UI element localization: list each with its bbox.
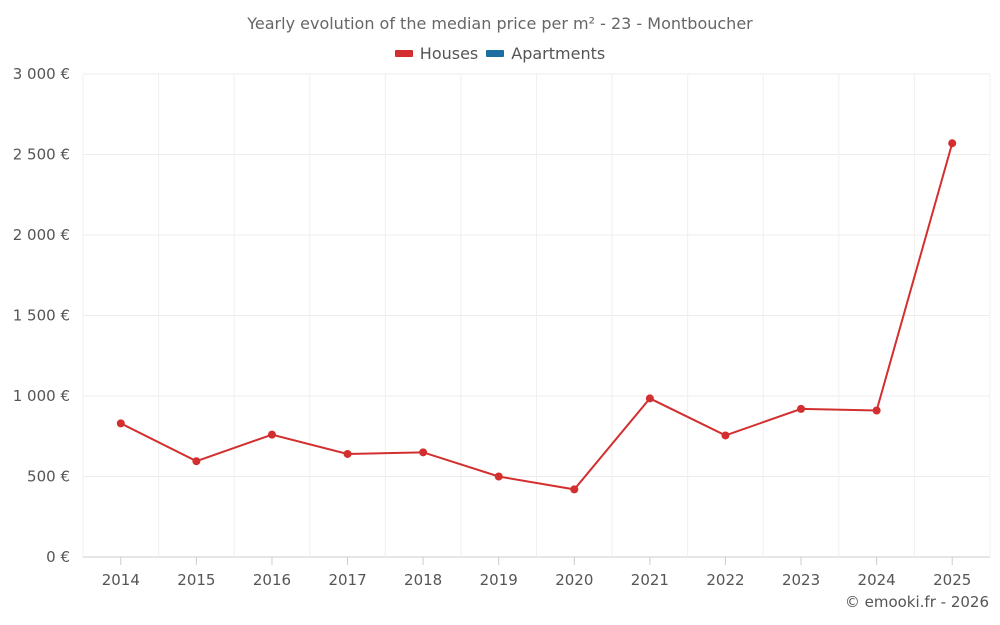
y-tick-label: 2 500 € [13,146,70,164]
y-tick-label: 0 € [46,548,70,566]
x-tick-label: 2017 [328,571,366,589]
credit-text: © emooki.fr - 2026 [844,593,989,611]
legend-swatch-houses [394,50,413,57]
x-tick-label: 2021 [631,571,669,589]
data-point-houses [494,472,503,481]
y-tick-label: 3 000 € [13,65,70,83]
legend-label-apartments: Apartments [511,44,606,63]
data-point-houses [343,449,352,458]
x-tick-label: 2024 [858,571,896,589]
data-point-houses [948,139,957,148]
x-tick-label: 2015 [177,571,215,589]
legend-item-houses[interactable]: Houses [394,44,479,63]
y-tick-label: 2 000 € [13,226,70,244]
data-point-houses [721,431,730,440]
data-point-houses [570,485,579,494]
data-point-houses [872,406,881,415]
legend-swatch-apartments [486,50,505,57]
y-tick-label: 1 000 € [13,387,70,405]
data-point-houses [116,419,125,428]
data-point-houses [645,394,654,403]
data-point-houses [192,457,201,466]
legend-label-houses: Houses [419,44,479,63]
x-tick-label: 2020 [555,571,593,589]
data-point-houses [419,448,428,457]
x-tick-label: 2025 [933,571,971,589]
series-line-houses [120,142,954,491]
data-point-houses [797,404,806,413]
x-tick-label: 2018 [404,571,442,589]
data-point-houses [267,430,276,439]
x-tick-label: 2016 [253,571,291,589]
legend-item-apartments[interactable]: Apartments [486,44,605,63]
x-tick-label: 2014 [102,571,140,589]
x-tick-label: 2023 [782,571,820,589]
x-tick-label: 2019 [480,571,518,589]
legend: Houses Apartments [0,44,1000,63]
y-tick-label: 500 € [27,468,70,486]
chart-title: Yearly evolution of the median price per… [247,14,753,33]
y-tick-label: 1 500 € [13,307,70,325]
x-tick-label: 2022 [706,571,744,589]
